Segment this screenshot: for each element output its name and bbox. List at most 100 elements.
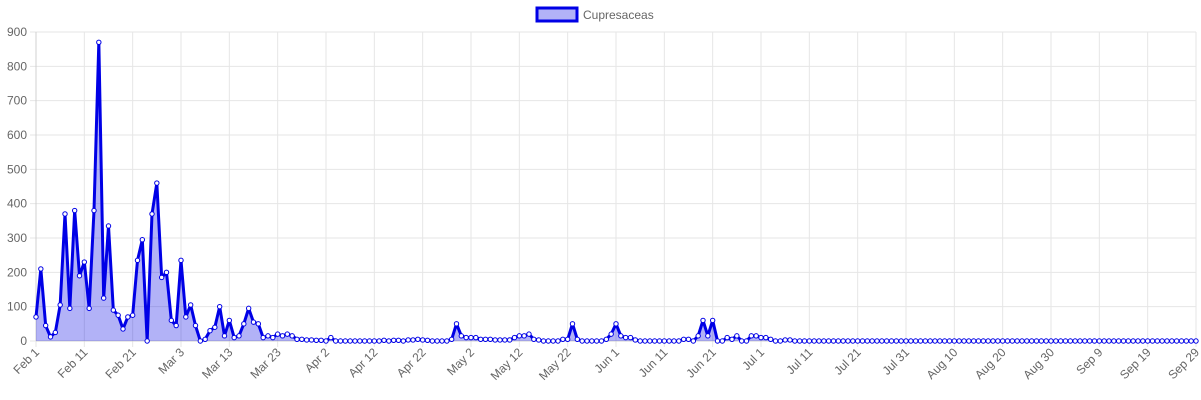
data-point: [308, 337, 315, 343]
data-point: [632, 337, 639, 343]
data-point: [125, 314, 131, 320]
data-point: [260, 334, 266, 341]
data-point: [342, 338, 349, 344]
data-point: [284, 331, 291, 337]
data-point: [748, 333, 755, 339]
data-point: [671, 338, 677, 344]
data-point: [821, 338, 827, 344]
data-point: [458, 333, 465, 339]
data-point: [787, 337, 793, 343]
data-point: [825, 338, 832, 344]
data-point: [811, 338, 817, 344]
data-point: [801, 338, 808, 344]
data-point: [1062, 338, 1069, 344]
data-point: [212, 324, 218, 330]
data-point: [477, 336, 484, 342]
data-point: [400, 338, 407, 344]
data-point: [676, 338, 682, 344]
data-point: [666, 338, 672, 344]
data-point: [192, 322, 199, 329]
x-tick-label: Feb 21: [102, 345, 139, 382]
data-point: [685, 336, 692, 342]
data-point: [579, 338, 585, 344]
data-point: [154, 180, 160, 186]
data-point: [52, 329, 59, 336]
data-point: [149, 211, 155, 217]
data-point: [323, 338, 329, 344]
data-point: [734, 333, 740, 339]
data-point: [71, 207, 78, 214]
data-point: [144, 338, 150, 344]
data-point: [777, 338, 784, 344]
legend-swatch[interactable]: [535, 6, 579, 23]
data-point: [487, 336, 494, 342]
data-point: [593, 338, 600, 344]
data-point: [221, 333, 228, 339]
data-point: [545, 338, 552, 344]
data-point: [1135, 338, 1141, 344]
data-point: [980, 338, 987, 344]
data-point: [1149, 338, 1156, 344]
data-point: [1038, 338, 1045, 344]
data-point: [700, 317, 706, 324]
data-point: [81, 259, 88, 265]
data-point: [956, 338, 962, 344]
data-point: [250, 319, 257, 325]
data-point: [158, 274, 165, 281]
data-point: [608, 331, 614, 337]
data-point: [1115, 338, 1122, 344]
data-point: [1173, 338, 1180, 344]
data-point: [589, 338, 595, 344]
data-point: [1096, 338, 1103, 344]
data-point: [627, 334, 634, 341]
x-tick-label: Aug 10: [924, 345, 961, 382]
data-point: [1169, 338, 1175, 344]
data-point: [361, 338, 368, 344]
x-tick-label: Mar 23: [247, 345, 284, 382]
data-point: [395, 337, 402, 344]
data-point: [622, 334, 629, 341]
data-point: [946, 338, 953, 344]
data-point: [917, 338, 924, 344]
data-point: [274, 331, 281, 337]
x-tick-label: Aug 30: [1020, 345, 1057, 382]
data-point: [951, 338, 958, 344]
data-point: [173, 322, 179, 329]
legend[interactable]: Cupresaceas: [535, 6, 654, 23]
data-point: [207, 328, 213, 334]
data-point: [584, 338, 590, 344]
data-point: [405, 337, 411, 343]
data-point: [424, 337, 431, 344]
y-tick-label: 200: [7, 265, 27, 279]
data-point: [651, 338, 658, 344]
data-point: [410, 337, 416, 343]
legend-label[interactable]: Cupresaceas: [583, 8, 654, 22]
data-point: [1159, 338, 1165, 344]
data-point: [999, 338, 1006, 344]
data-point: [864, 338, 871, 344]
y-tick-label: 700: [7, 94, 27, 108]
data-point: [1183, 338, 1190, 344]
data-point: [120, 326, 126, 332]
data-point: [927, 338, 933, 344]
data-point: [560, 336, 566, 342]
data-point: [1154, 338, 1161, 344]
data-point: [840, 338, 846, 344]
data-point: [961, 338, 967, 344]
data-point: [714, 338, 721, 344]
x-tick-label: Sep 19: [1117, 345, 1154, 382]
data-point: [729, 336, 735, 342]
data-point: [371, 338, 378, 344]
x-tick-label: Apr 2: [302, 345, 332, 375]
data-point: [357, 338, 363, 344]
x-tick-label: Sep 29: [1165, 345, 1201, 382]
data-point: [888, 338, 895, 344]
data-point: [1106, 338, 1112, 344]
data-point: [922, 338, 929, 344]
data-point: [603, 336, 610, 342]
x-tick-label: May 22: [536, 345, 574, 383]
data-point: [178, 257, 184, 264]
data-point: [226, 317, 233, 324]
data-point: [695, 333, 701, 339]
